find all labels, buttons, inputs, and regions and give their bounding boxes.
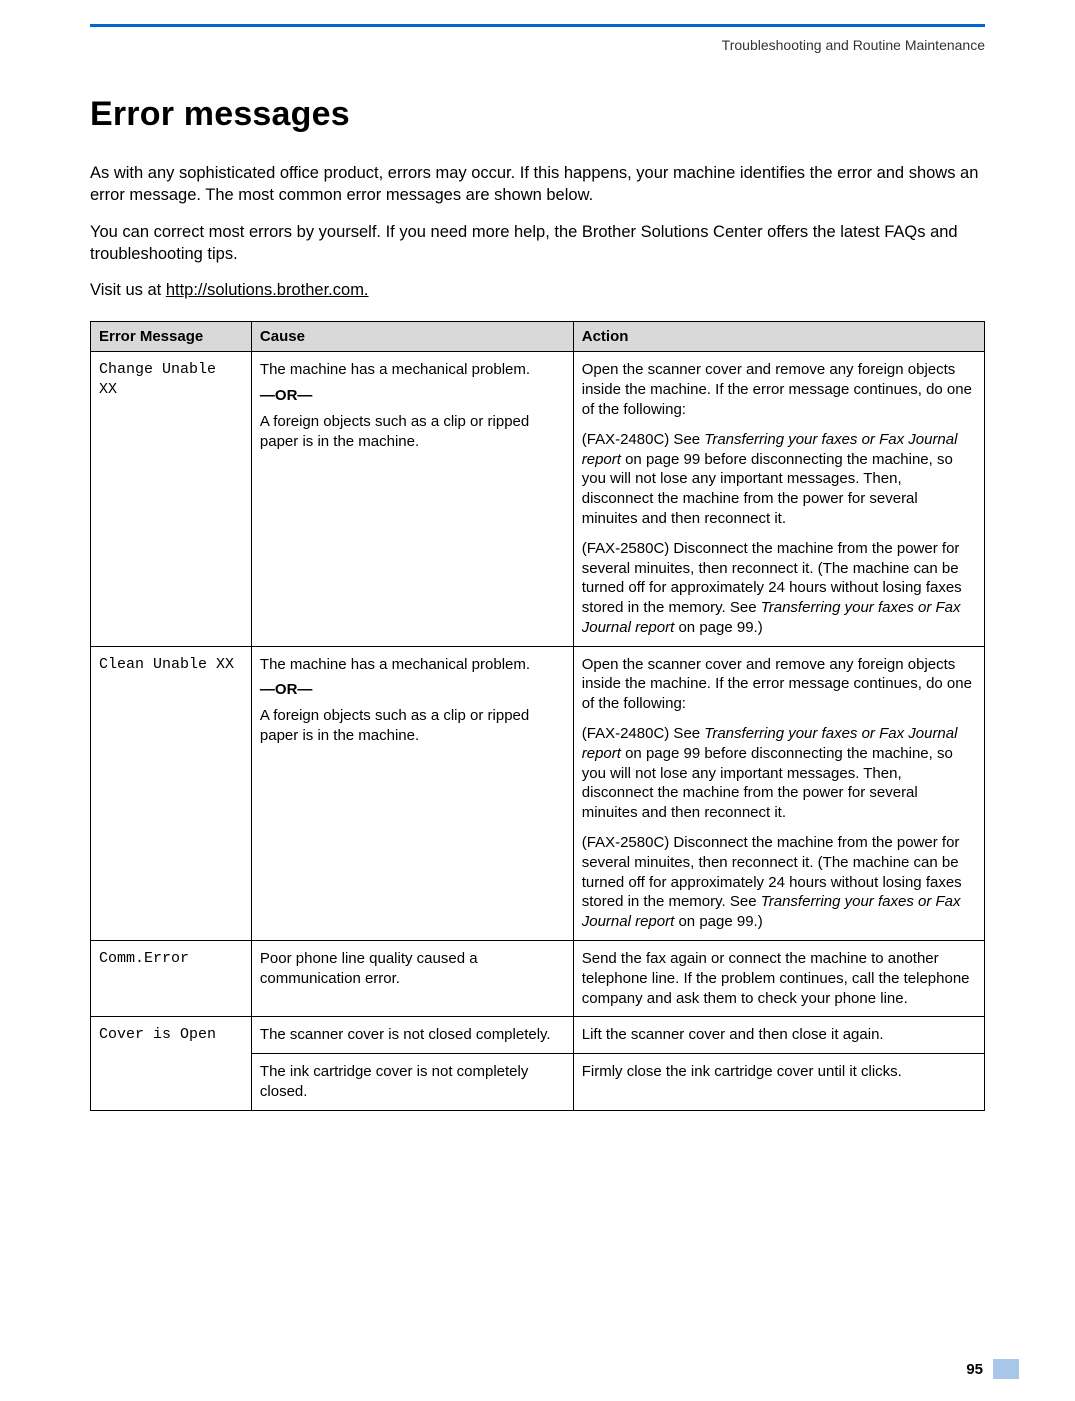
- cause-cell: The machine has a mechanical problem. —O…: [251, 646, 573, 940]
- error-code: Cover is Open: [91, 1017, 252, 1110]
- cause-cell: The ink cartridge cover is not completel…: [251, 1054, 573, 1111]
- intro-paragraph-1: As with any sophisticated office product…: [90, 162, 985, 207]
- table-row: Comm.Error Poor phone line quality cause…: [91, 941, 985, 1017]
- visit-paragraph: Visit us at http://solutions.brother.com…: [90, 279, 985, 301]
- cause-text: The machine has a mechanical problem.: [260, 655, 565, 675]
- table-header-row: Error Message Cause Action: [91, 322, 985, 352]
- cause-text: A foreign objects such as a clip or ripp…: [260, 706, 565, 746]
- th-error-message: Error Message: [91, 322, 252, 352]
- th-cause: Cause: [251, 322, 573, 352]
- action-text: (FAX-2480C) See Transferring your faxes …: [582, 724, 976, 823]
- action-span: on page 99.): [674, 913, 762, 930]
- action-cell: Open the scanner cover and remove any fo…: [573, 646, 984, 940]
- th-action: Action: [573, 322, 984, 352]
- visit-link[interactable]: http://solutions.brother.com.: [166, 281, 369, 299]
- action-span: on page 99 before disconnecting the mach…: [582, 745, 953, 821]
- action-span: (FAX-2480C) See: [582, 725, 705, 742]
- table-row: Change Unable XX The machine has a mecha…: [91, 352, 985, 646]
- action-text: (FAX-2580C) Disconnect the machine from …: [582, 833, 976, 932]
- cause-cell: The machine has a mechanical problem. —O…: [251, 352, 573, 646]
- action-span: on page 99 before disconnecting the mach…: [582, 451, 953, 527]
- page: Troubleshooting and Routine Maintenance …: [0, 0, 1075, 1401]
- action-span: (FAX-2480C) See: [582, 431, 705, 448]
- cause-cell: Poor phone line quality caused a communi…: [251, 941, 573, 1017]
- action-cell: Firmly close the ink cartridge cover unt…: [573, 1054, 984, 1111]
- top-rule: [90, 24, 985, 27]
- table-row: Clean Unable XX The machine has a mechan…: [91, 646, 985, 940]
- intro-paragraph-2: You can correct most errors by yourself.…: [90, 221, 985, 266]
- running-head: Troubleshooting and Routine Maintenance: [90, 37, 985, 53]
- visit-prefix: Visit us at: [90, 281, 166, 299]
- action-cell: Open the scanner cover and remove any fo…: [573, 352, 984, 646]
- table-row: Cover is Open The scanner cover is not c…: [91, 1017, 985, 1054]
- action-text: (FAX-2580C) Disconnect the machine from …: [582, 539, 976, 638]
- cause-text: The machine has a mechanical problem.: [260, 360, 565, 380]
- action-cell: Lift the scanner cover and then close it…: [573, 1017, 984, 1054]
- cause-text: A foreign objects such as a clip or ripp…: [260, 412, 565, 452]
- action-span: on page 99.): [674, 619, 762, 636]
- action-text: (FAX-2480C) See Transferring your faxes …: [582, 430, 976, 529]
- action-text: Open the scanner cover and remove any fo…: [582, 360, 976, 419]
- or-separator: —OR—: [260, 386, 565, 406]
- action-text: Open the scanner cover and remove any fo…: [582, 655, 976, 714]
- error-table: Error Message Cause Action Change Unable…: [90, 321, 985, 1111]
- error-code: Clean Unable XX: [91, 646, 252, 940]
- error-code: Comm.Error: [91, 941, 252, 1017]
- error-code: Change Unable XX: [91, 352, 252, 646]
- action-cell: Send the fax again or connect the machin…: [573, 941, 984, 1017]
- cause-cell: The scanner cover is not closed complete…: [251, 1017, 573, 1054]
- page-number: 95: [966, 1361, 983, 1378]
- page-footer: 95: [966, 1359, 1019, 1379]
- page-tab-decoration: [993, 1359, 1019, 1379]
- page-title: Error messages: [90, 95, 985, 134]
- or-separator: —OR—: [260, 680, 565, 700]
